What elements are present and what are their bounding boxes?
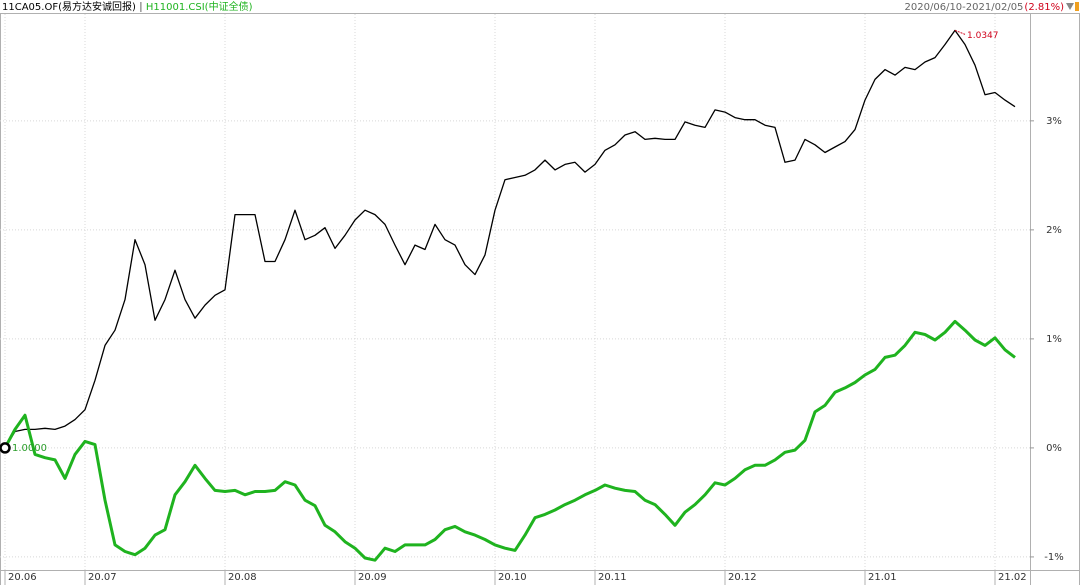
line-series: [3, 319, 1016, 562]
menu-icon[interactable]: [1075, 2, 1079, 11]
y-tick-label: 0%: [1046, 443, 1062, 454]
annotation: 1.0347: [967, 31, 999, 41]
x-tick-label: 20.08: [228, 572, 257, 583]
x-tick-label: 20.06: [8, 572, 37, 583]
date-range: 2020/06/10-2021/02/05: [905, 2, 1024, 13]
x-tick-label: 20.10: [498, 572, 527, 583]
y-tick-label: 3%: [1046, 116, 1062, 127]
x-tick-label: 20.09: [358, 572, 387, 583]
annotation-leader: [954, 29, 966, 35]
x-tick-label: 20.11: [598, 572, 627, 583]
legend-entry[interactable]: H11001.CSI(中证全债): [146, 0, 253, 13]
y-tick-label: 1%: [1046, 334, 1062, 345]
legend-entry[interactable]: 11CA05.OF(易方达安诚回报): [2, 0, 136, 13]
x-tick-label: 20.12: [728, 572, 757, 583]
annotation: 1.0000: [12, 443, 47, 454]
dropdown-arrow[interactable]: [1066, 3, 1074, 10]
x-tick-label: 21.02: [998, 572, 1027, 583]
period-change: (2.81%): [1024, 2, 1064, 13]
line-series: [4, 29, 1016, 449]
x-tick-label: 20.07: [88, 572, 117, 583]
x-tick-label: 21.01: [868, 572, 897, 583]
y-tick-label: 2%: [1046, 225, 1062, 236]
y-tick-label: -1%: [1044, 552, 1063, 563]
start-marker: [0, 442, 11, 454]
header: 11CA05.OF(易方达安诚回报) H11001.CSI(中证全债) 2020…: [2, 0, 1079, 13]
